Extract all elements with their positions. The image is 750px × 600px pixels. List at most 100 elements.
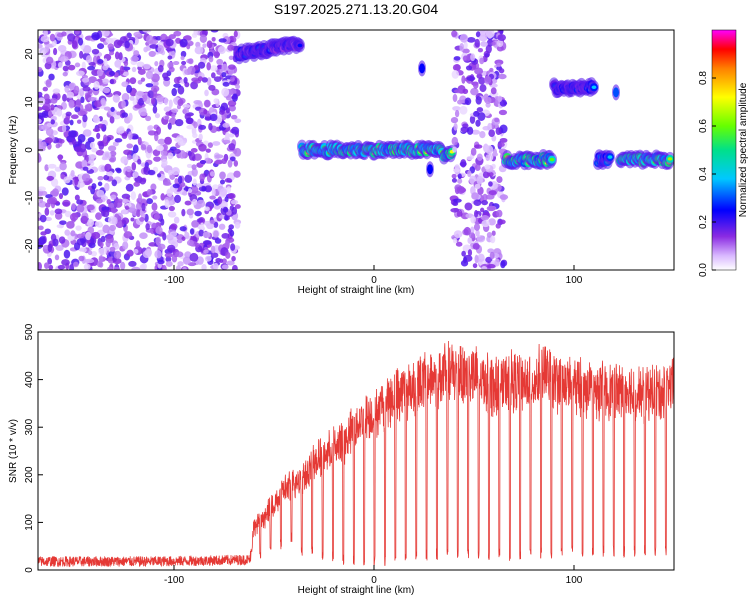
noise-blob (499, 99, 507, 107)
noise-blob (197, 76, 203, 82)
noise-blob (182, 256, 191, 265)
noise-blob (135, 240, 141, 250)
noise-blob (177, 98, 184, 107)
noise-blob (470, 216, 476, 224)
noise-blob (229, 76, 235, 82)
noise-blob (191, 198, 197, 206)
noise-blob (107, 43, 114, 50)
noise-blob (47, 257, 53, 265)
noise-blob (160, 218, 165, 226)
noise-blob (69, 263, 75, 270)
noise-blob (498, 73, 507, 80)
noise-blob (78, 37, 84, 46)
noise-blob (219, 188, 228, 197)
noise-blob (92, 128, 101, 133)
noise-blob (496, 45, 504, 52)
noise-blob (177, 175, 183, 184)
noise-blob (97, 123, 104, 129)
noise-blob (480, 266, 488, 270)
noise-blob (63, 176, 71, 184)
noise-blob (155, 145, 164, 152)
noise-blob (181, 208, 186, 217)
snr-panel: -100 0 100 0 100 200 300 400 500 Height of stra… (8, 323, 675, 596)
noise-blob (146, 144, 153, 154)
noise-blob (464, 202, 473, 211)
noise-blob (140, 111, 148, 116)
noise-blob (54, 208, 63, 215)
noise-blob (485, 194, 495, 200)
noise-blob (126, 143, 134, 149)
noise-blob (101, 156, 108, 161)
noise-blob (197, 61, 206, 69)
noise-blob (63, 249, 71, 259)
noise-blob (70, 169, 75, 177)
noise-blob (212, 262, 219, 270)
noise-blob (64, 85, 70, 93)
noise-blob (126, 249, 134, 257)
noise-blob (38, 262, 42, 270)
noise-blob (226, 260, 235, 266)
noise-blob (486, 205, 496, 212)
noise-blob (484, 164, 491, 170)
spectrogram-marks (38, 30, 674, 270)
noise-blob (168, 66, 175, 73)
noise-blob (457, 178, 463, 184)
noise-blob (94, 100, 103, 108)
colorbar-tick-label: 0.8 (698, 71, 709, 85)
noise-blob (130, 191, 137, 201)
noise-blob (139, 232, 148, 240)
noise-blob (136, 91, 145, 97)
noise-blob (154, 113, 161, 119)
noise-blob (230, 199, 239, 205)
noise-blob (453, 122, 458, 131)
noise-blob (209, 113, 218, 122)
noise-blob (112, 94, 120, 103)
noise-blob (55, 143, 61, 149)
noise-blob (76, 70, 85, 77)
noise-blob (451, 173, 457, 179)
noise-blob (121, 112, 129, 118)
noise-blob (463, 226, 471, 236)
noise-blob (121, 217, 130, 225)
noise-blob (214, 160, 223, 165)
noise-blob (143, 46, 149, 53)
noise-blob (87, 250, 93, 256)
noise-blob (171, 87, 178, 97)
noise-blob (146, 188, 153, 196)
noise-blob (154, 250, 162, 259)
noise-blob (471, 129, 480, 135)
noise-blob (150, 183, 157, 191)
noise-blob (157, 138, 166, 145)
noise-blob (103, 174, 110, 181)
noise-blob (232, 264, 238, 270)
noise-blob (209, 171, 215, 177)
noise-blob (174, 178, 179, 185)
noise-blob (233, 160, 239, 167)
noise-blob (453, 198, 462, 203)
noise-blob (191, 164, 197, 170)
noise-blob (461, 250, 466, 257)
noise-blob (160, 149, 168, 156)
noise-blob (49, 33, 56, 42)
x-tick-label: -100 (164, 275, 184, 286)
noise-blob (69, 213, 79, 222)
noise-blob (470, 53, 476, 62)
noise-blob (50, 119, 55, 125)
noise-blob (474, 38, 480, 48)
noise-blob (497, 34, 507, 41)
noise-blob (221, 87, 230, 97)
noise-blob (219, 109, 225, 115)
noise-blob (201, 263, 207, 270)
noise-blob (38, 66, 43, 73)
colorbar-tick-label: 0.4 (698, 167, 709, 181)
noise-blob (219, 179, 225, 185)
noise-blob (210, 65, 218, 72)
noise-blob (129, 77, 137, 85)
noise-blob (228, 55, 234, 61)
noise-blob (466, 37, 476, 43)
y-tick-label: 200 (24, 466, 35, 483)
noise-blob (476, 153, 483, 161)
noise-blob (225, 251, 231, 259)
noise-blob (157, 64, 164, 73)
noise-blob (462, 256, 468, 264)
